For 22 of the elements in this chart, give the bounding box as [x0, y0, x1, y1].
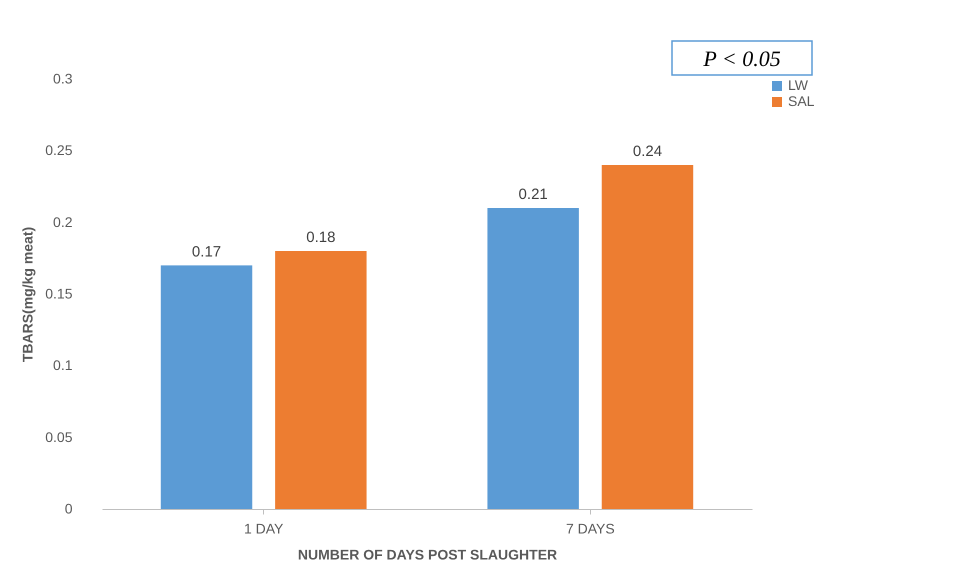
- bar: [160, 265, 252, 509]
- y-tick-label: 0.25: [45, 142, 73, 158]
- y-tick-label: 0.15: [45, 286, 73, 302]
- y-tick-label: 0.3: [53, 70, 73, 86]
- y-tick-label: 0.2: [53, 214, 73, 230]
- data-label: 0.18: [306, 229, 336, 246]
- x-tick-label: 7 DAYS: [566, 520, 615, 536]
- legend-label: LW: [788, 77, 809, 93]
- y-tick-label: 0: [64, 500, 73, 516]
- data-label: 0.24: [632, 143, 662, 160]
- x-tick-label: 1 DAY: [244, 520, 284, 536]
- legend-label: SAL: [788, 93, 815, 109]
- y-tick-label: 0.1: [53, 357, 73, 374]
- bar: [275, 251, 367, 509]
- data-label: 0.17: [192, 243, 222, 260]
- bar: [487, 208, 579, 509]
- text: P < 0.05: [702, 46, 781, 71]
- bar: [602, 165, 694, 509]
- x-axis-title: NUMBER OF DAYS POST SLAUGHTER: [298, 546, 558, 562]
- y-tick-label: 0.05: [45, 428, 73, 445]
- y-axis-title: TBARS(mg/kg meat): [19, 226, 36, 362]
- data-label: 0.21: [518, 186, 548, 203]
